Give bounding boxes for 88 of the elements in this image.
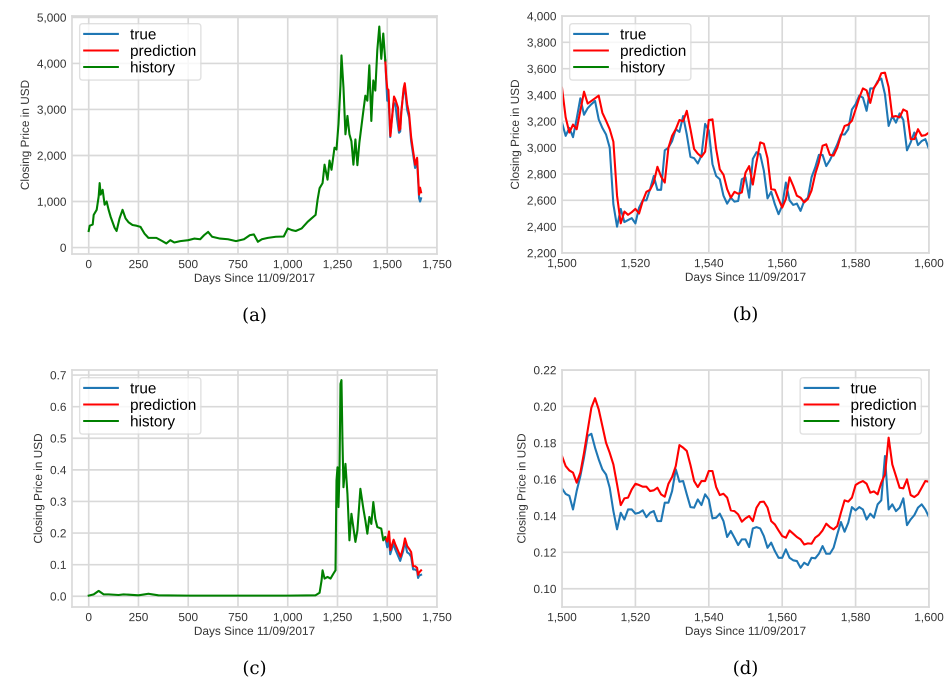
- legend-label: history: [621, 61, 666, 76]
- x-tick-label: 1,250: [324, 612, 352, 623]
- y-tick-label: 3,000: [37, 105, 66, 116]
- legend-label: history: [131, 415, 176, 430]
- text: (a): [244, 307, 266, 324]
- y-tick-label: 0.2: [50, 529, 66, 538]
- y-tick-label: 0.0: [50, 592, 66, 601]
- line-series: [88, 26, 386, 244]
- x-tick-label: 1,600: [915, 612, 944, 623]
- x-tick-label: 1,000: [274, 612, 302, 623]
- x-tick-label: 250: [129, 612, 148, 622]
- x-tick-label: 1,000: [274, 260, 302, 270]
- line-series: [384, 530, 422, 576]
- y-tick-label: 3,600: [527, 64, 556, 74]
- line-series: [88, 379, 386, 597]
- legend-label: true: [130, 29, 156, 40]
- legend-label: prediction: [621, 44, 686, 59]
- y-tick-label: 0.18: [534, 438, 556, 448]
- y-tick-label: 0.10: [534, 584, 556, 594]
- y-tick-label: 2,200: [528, 249, 556, 259]
- x-tick-label: 1,600: [915, 258, 944, 269]
- x-tick-label: 1,520: [622, 612, 650, 623]
- y-axis-title: Closing Price in USD: [20, 80, 32, 190]
- y-tick-label: 3,800: [527, 38, 556, 48]
- y-tick-label: 0.6: [50, 402, 66, 412]
- legend-label: true: [130, 383, 156, 394]
- line-series: [562, 397, 929, 546]
- x-tick-label: 1,580: [842, 258, 870, 269]
- x-tick-label: 1,560: [768, 258, 797, 269]
- y-tick-label: 2,600: [528, 196, 556, 206]
- x-tick-label: 500: [178, 612, 198, 622]
- y-tick-label: 4,000: [527, 12, 556, 22]
- y-axis-title: Closing Price in USD: [516, 434, 528, 544]
- x-axis-title: Days Since 11/09/2017: [686, 272, 806, 284]
- y-tick-label: 0.1: [50, 560, 66, 570]
- legend-label: true: [850, 383, 876, 394]
- y-tick-label: 3,400: [527, 91, 556, 101]
- y-tick-label: 3,200: [527, 117, 556, 128]
- text: (c): [244, 660, 266, 677]
- x-tick-label: 1,750: [423, 612, 452, 623]
- x-axis-title: Days Since 11/09/2017: [686, 626, 806, 638]
- x-tick-label: 1,560: [768, 612, 797, 623]
- x-tick-label: 1,500: [548, 612, 576, 623]
- legend-label: history: [852, 415, 896, 430]
- x-tick-label: 0: [86, 260, 92, 268]
- y-tick-label: 0: [60, 244, 66, 252]
- text: (b): [734, 306, 757, 323]
- legend-label: prediction: [852, 398, 916, 413]
- y-tick-label: 0.16: [534, 475, 556, 484]
- legend-label: true: [620, 29, 646, 40]
- y-tick-label: 2,000: [38, 152, 66, 162]
- y-tick-label: 2,400: [528, 222, 556, 232]
- x-tick-label: 1,520: [622, 258, 650, 269]
- y-tick-label: 0.14: [534, 512, 556, 520]
- legend-label: history: [131, 61, 176, 76]
- x-axis-title: Days Since 11/09/2017: [194, 626, 315, 638]
- y-tick-label: 2,800: [528, 170, 556, 180]
- x-tick-label: 1,250: [324, 260, 352, 270]
- legend-label: prediction: [131, 44, 196, 59]
- x-tick-label: 1,540: [694, 258, 724, 269]
- y-tick-label: 4,000: [37, 59, 66, 70]
- y-tick-label: 0.20: [534, 402, 556, 411]
- x-tick-label: 750: [228, 612, 248, 622]
- x-tick-label: 1,580: [842, 612, 870, 623]
- x-tick-label: 1,500: [373, 612, 402, 623]
- y-tick-label: 0.4: [50, 466, 66, 474]
- y-tick-label: 0.3: [50, 497, 66, 506]
- x-tick-label: 0: [86, 612, 92, 622]
- x-tick-label: 1,500: [373, 260, 402, 270]
- y-tick-label: 3,000: [527, 144, 556, 154]
- x-tick-label: 1,500: [548, 258, 576, 269]
- y-tick-label: 0.12: [534, 548, 556, 557]
- y-tick-label: 0.22: [534, 366, 556, 374]
- x-axis-title: Days Since 11/09/2017: [194, 273, 315, 284]
- x-tick-label: 1,750: [423, 260, 452, 270]
- x-tick-label: 500: [178, 260, 198, 268]
- y-axis-title: Closing Price in USD: [510, 80, 522, 190]
- y-tick-label: 0.5: [50, 434, 66, 443]
- legend-label: prediction: [131, 398, 196, 413]
- y-tick-label: 1,000: [38, 198, 66, 208]
- y-tick-label: 5,000: [37, 13, 66, 24]
- y-tick-label: 0.7: [50, 371, 66, 380]
- x-tick-label: 1,540: [694, 612, 724, 623]
- y-axis-title: Closing Price in USD: [33, 434, 44, 544]
- text: (d): [734, 660, 757, 677]
- x-tick-label: 250: [129, 260, 148, 268]
- x-tick-label: 750: [228, 260, 248, 268]
- line-series: [562, 432, 929, 569]
